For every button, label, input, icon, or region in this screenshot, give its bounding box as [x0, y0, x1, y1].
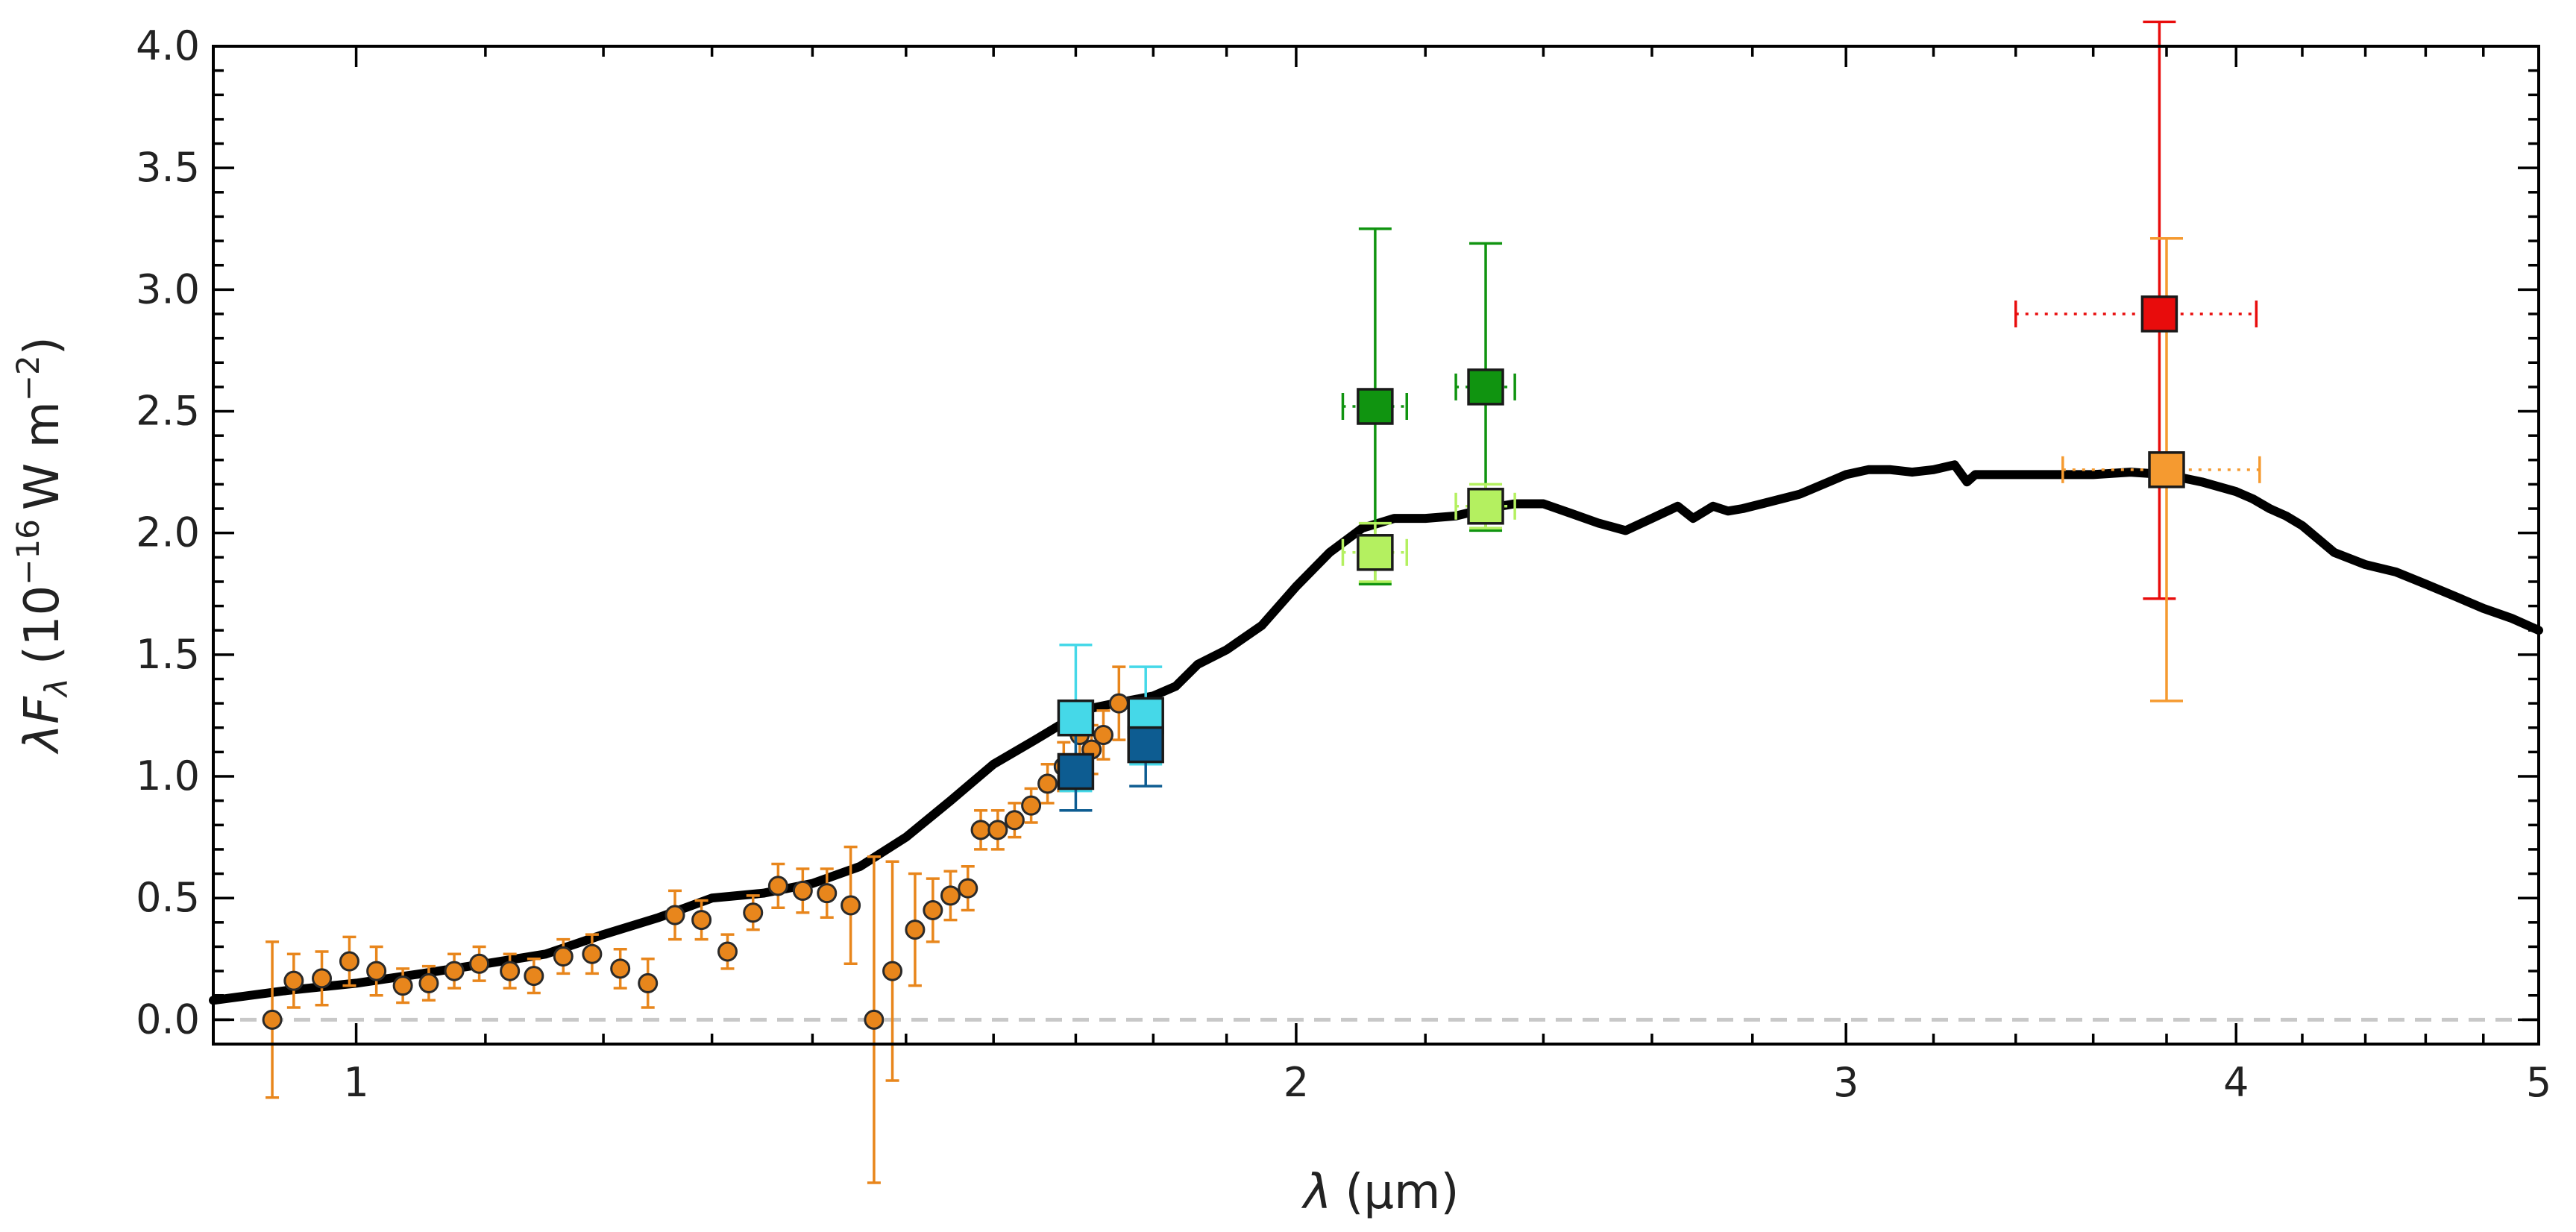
spectrum-point [923, 900, 943, 921]
spectrum-point [817, 883, 838, 904]
spectrum-point [958, 878, 978, 899]
photometry-point [1057, 752, 1095, 791]
spectrum-point [469, 953, 490, 974]
spectrum-point [1021, 795, 1042, 816]
spectrum-point [882, 961, 903, 981]
x-tick-label: 2 [1284, 1059, 1309, 1106]
photometry-point [1467, 488, 1504, 525]
y-tick-label: 1.0 [136, 752, 200, 799]
x-tick-label: 1 [343, 1059, 368, 1106]
spectrum-point [366, 961, 387, 981]
spectrum-point [940, 885, 961, 906]
spectrum-point [987, 820, 1008, 840]
spectrum-point [524, 966, 544, 987]
spectrum-point [582, 943, 603, 964]
x-tick-label: 3 [1833, 1059, 1859, 1106]
spectrum-point [262, 1009, 283, 1030]
plot-frame [212, 45, 2540, 1046]
spectrum-point [339, 951, 359, 972]
spectrum-point [638, 972, 659, 993]
spectrum-point [905, 920, 926, 940]
spectrum-point [610, 958, 631, 979]
spectrum-point [392, 975, 413, 996]
spectrum-point [312, 968, 333, 989]
spectrum-point [665, 905, 685, 925]
photometry-point [1357, 388, 1394, 425]
spectrum-point [444, 961, 465, 981]
tick-labels-layer: 0.0 0.5 1.0 1.5 2.0 2.5 3.0 3.5 4.0 1 2 3 4 5 [136, 22, 2551, 1106]
axes-layer [212, 45, 2540, 1046]
x-axis-label: λ (μm) [1301, 1165, 1460, 1220]
model-curve [209, 460, 2543, 1005]
y-tick-label: 4.0 [136, 22, 200, 69]
y-tick-label: 1.5 [136, 631, 200, 678]
photometry-point [1057, 699, 1095, 737]
photometry-layer [1057, 20, 2261, 812]
x-tick-label: 5 [2526, 1059, 2551, 1106]
spectrum-point [1004, 810, 1025, 831]
photometry-point [1127, 726, 1164, 764]
photometry-point [2140, 295, 2178, 333]
y-tick-label: 0.0 [136, 996, 200, 1043]
y-tick-label: 0.5 [136, 874, 200, 921]
spectrum-point [743, 902, 764, 923]
model-curve-layer [209, 460, 2543, 1005]
spectrum-point [1093, 725, 1113, 746]
spectrum-point [767, 876, 788, 896]
spectrum-point [970, 820, 991, 840]
y-tick-label: 2.0 [136, 509, 200, 556]
spectrum-point [418, 972, 439, 993]
spectrum-point [792, 880, 813, 901]
spectrum-point [283, 970, 304, 991]
photometry-point [2148, 451, 2185, 488]
spectrum-point [1037, 773, 1058, 794]
spectrum-layer [262, 665, 1129, 1184]
y-tick-label: 3.0 [136, 265, 200, 312]
y-tick-label: 3.5 [136, 144, 200, 191]
spectrum-point [841, 895, 861, 916]
spectrum-point [864, 1009, 885, 1030]
x-tick-label: 4 [2223, 1059, 2249, 1106]
spectrum-point [553, 946, 574, 967]
photometry-point [1357, 534, 1394, 571]
spectrum-point [691, 910, 712, 931]
y-axis-label: λFλ(10−16W m−2) [10, 336, 75, 754]
spectrum-point [1108, 693, 1129, 714]
y-tick-label: 2.5 [136, 388, 200, 435]
spectrum-point [500, 961, 521, 981]
photometry-point [1467, 368, 1504, 406]
spectrum-point [717, 941, 738, 962]
